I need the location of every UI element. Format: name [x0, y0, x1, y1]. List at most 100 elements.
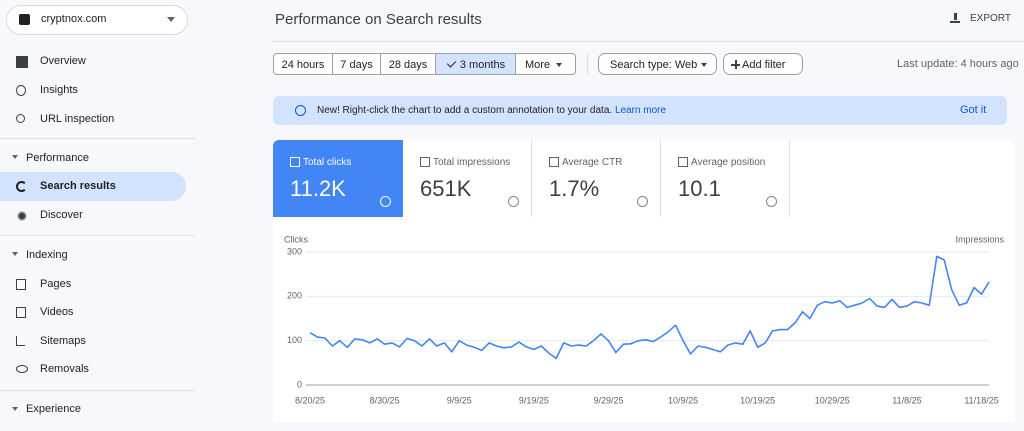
range-button[interactable]: 24 hours — [273, 53, 333, 75]
label: Search results — [40, 180, 116, 192]
nav-item-active[interactable]: Search results — [0, 172, 186, 201]
section-title[interactable]: Experience — [26, 403, 82, 415]
divider — [0, 390, 195, 391]
more-button[interactable]: More — [515, 53, 576, 75]
section-title[interactable]: Indexing — [26, 249, 68, 261]
range-button[interactable]: 28 days — [380, 53, 436, 75]
chart: Clicks Impressions 0 100 200 300 8/20/25 8/30… — [273, 217, 1015, 422]
y2-axis-label: Impressions — [955, 234, 1004, 244]
metric-card[interactable]: Average CTR 1.7% — [532, 140, 661, 217]
dropdown-arrow — [701, 63, 707, 70]
nav-item[interactable]: Sitemaps — [0, 332, 186, 352]
metric-card[interactable]: Average position 10.1 — [661, 140, 790, 217]
learn-more-link[interactable]: Learn more — [614, 105, 667, 116]
metric-label: Average CTR — [562, 157, 623, 168]
metric-label: Total clicks — [303, 157, 352, 168]
label: Removals — [40, 363, 89, 375]
x-tick-label: 8/20/25 — [295, 395, 325, 405]
metric-value: 10.1 — [678, 176, 721, 201]
checkbox — [420, 157, 430, 167]
checkbox — [290, 157, 300, 167]
cards-filler — [790, 140, 1015, 217]
label: Videos — [40, 306, 74, 318]
label: 3 months — [459, 59, 506, 71]
x-tick-label: 9/9/25 — [447, 395, 472, 405]
checkbox — [549, 157, 559, 167]
label: URL inspection — [40, 113, 115, 125]
info-icon — [295, 105, 306, 116]
x-tick-label: 10/19/25 — [740, 395, 775, 405]
icon — [16, 181, 27, 192]
nav-item[interactable]: Discover — [0, 206, 186, 226]
metric-card-selected[interactable]: Total clicks 11.2K — [273, 140, 403, 217]
message: New! Right-click the chart to add a cust… — [317, 105, 613, 116]
section-title[interactable]: Performance — [26, 152, 89, 164]
x-tick-label: 9/19/25 — [519, 395, 549, 405]
banner: New! Right-click the chart to add a cust… — [273, 96, 1007, 125]
page-title: Performance on Search results — [275, 11, 482, 28]
icon — [16, 365, 28, 373]
icon — [16, 279, 26, 290]
label: More — [525, 59, 551, 71]
section-arrow — [12, 252, 18, 259]
icon — [16, 336, 25, 346]
dropdown-arrow — [556, 63, 562, 70]
header-divider — [272, 41, 1024, 42]
label: Overview — [40, 55, 86, 67]
export-button[interactable]: EXPORT — [970, 13, 1011, 24]
x-tick-label: 10/9/25 — [668, 395, 698, 405]
metric-label: Total impressions — [433, 157, 511, 168]
sidebar: cryptnox.com Overview Insights URL inspe… — [0, 0, 195, 431]
icon — [16, 114, 25, 123]
icon — [16, 85, 26, 96]
metric-card[interactable]: Total impressions 651K — [403, 140, 532, 217]
range-button-selected[interactable]: 3 months — [435, 53, 516, 75]
nav-item[interactable]: Videos — [0, 303, 186, 323]
search-type-button[interactable]: Search type: Web — [598, 53, 717, 75]
nav-item[interactable]: Insights — [0, 81, 186, 101]
metric-label: Average position — [691, 157, 766, 168]
divider — [0, 235, 195, 236]
divider — [0, 138, 195, 139]
label: Insights — [40, 84, 78, 96]
label: Add filter — [742, 59, 786, 71]
range-button[interactable]: 7 days — [332, 53, 381, 75]
banner-text: New! Right-click the chart to add a cust… — [317, 105, 666, 116]
separator — [587, 54, 588, 74]
property-selector[interactable]: cryptnox.com — [6, 5, 188, 35]
metric-value: 11.2K — [290, 176, 346, 201]
last-update: Last update: 4 hours ago — [897, 58, 1019, 70]
label: Search type: Web — [610, 59, 698, 71]
help-icon — [380, 196, 391, 207]
help-icon — [766, 196, 777, 207]
metric-value: 1.7% — [549, 176, 600, 201]
export-icon — [950, 12, 960, 23]
icon — [16, 307, 26, 318]
plus-icon — [735, 60, 737, 69]
y-tick-label: 200 — [287, 291, 302, 301]
nav-item[interactable]: Overview — [0, 52, 186, 72]
nav-item[interactable]: Removals — [0, 360, 186, 380]
nav-item[interactable]: URL inspection — [0, 110, 186, 130]
x-tick-label: 11/8/25 — [892, 395, 921, 405]
section-arrow — [12, 407, 18, 414]
label: Sitemaps — [40, 335, 86, 347]
label: Pages — [40, 278, 72, 290]
add-filter-button[interactable]: Add filter — [723, 53, 803, 75]
icon — [16, 210, 28, 222]
property-name: cryptnox.com — [41, 13, 107, 25]
label: Discover — [40, 209, 83, 221]
y-axis-label: Clicks — [284, 234, 308, 244]
icon — [16, 56, 28, 68]
x-tick-label: 10/29/25 — [815, 395, 850, 405]
y-tick-label: 300 — [287, 246, 302, 256]
x-tick-label: 8/30/25 — [370, 395, 400, 405]
x-tick-label: 11/18/25 — [964, 395, 998, 405]
y-tick-label: 0 — [297, 379, 302, 389]
got-it-button[interactable]: Got it — [960, 104, 987, 116]
y-tick-label: 100 — [287, 335, 302, 345]
dropdown-arrow — [167, 17, 175, 26]
nav-item[interactable]: Pages — [0, 275, 186, 295]
chart-background — [273, 217, 1015, 422]
